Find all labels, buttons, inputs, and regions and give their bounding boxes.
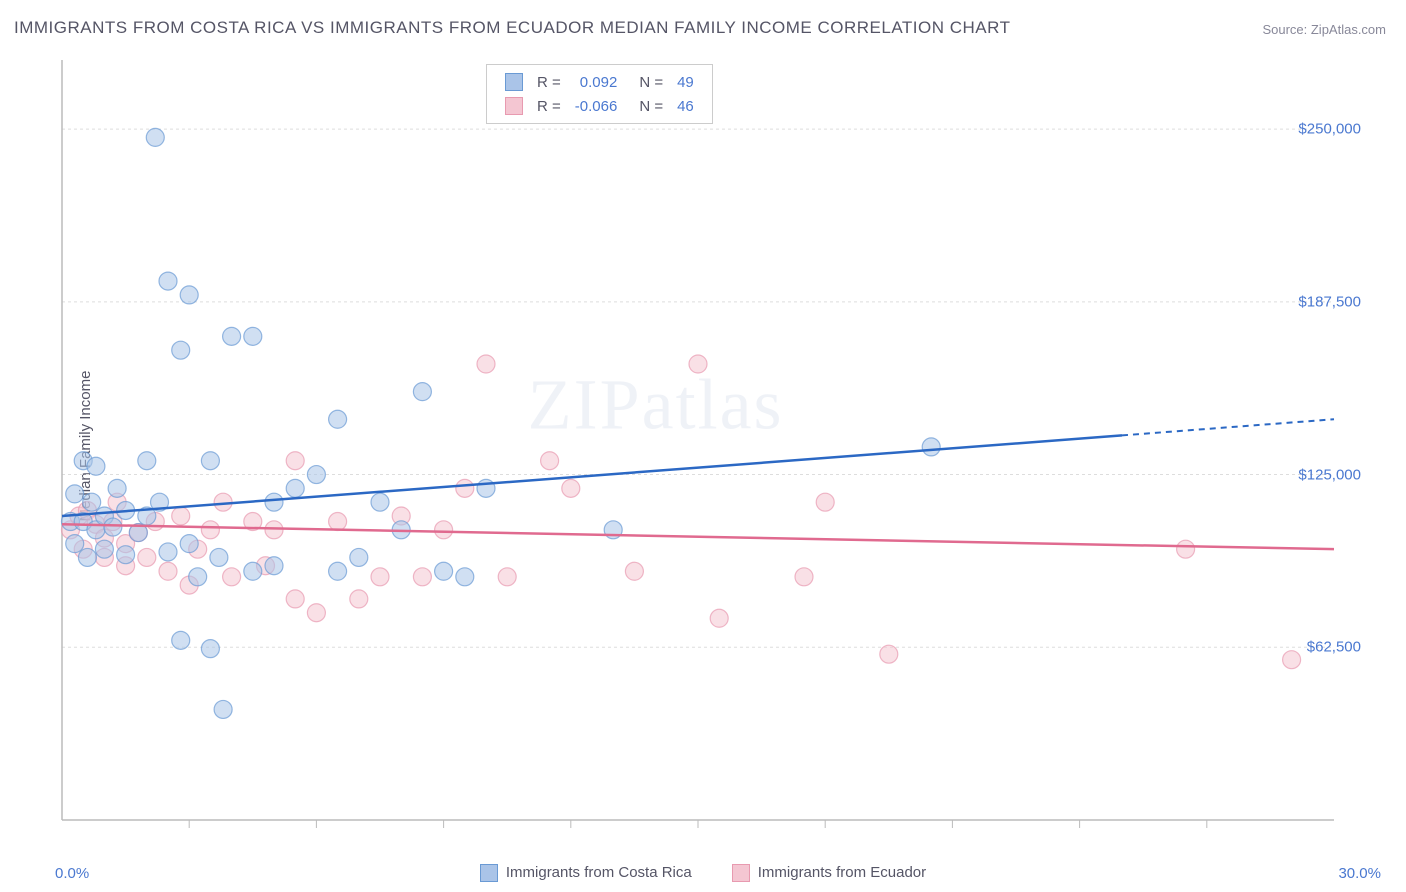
y-tick-label: $187,500 — [1298, 293, 1361, 310]
y-tick-label: $62,500 — [1307, 639, 1361, 656]
stats-r-label: R = — [531, 95, 567, 117]
legend-label: Immigrants from Ecuador — [758, 864, 926, 881]
stats-n-value: 46 — [671, 95, 700, 117]
stats-n-label: N = — [625, 71, 669, 93]
chart-container: IMMIGRANTS FROM COSTA RICA VS IMMIGRANTS… — [0, 0, 1406, 892]
blue-legend-swatch-icon — [480, 864, 498, 882]
legend: Immigrants from Costa Rica Immigrants fro… — [0, 864, 1406, 882]
stats-row: R = 0.092 N = 49 — [499, 71, 700, 93]
source-prefix: Source: — [1262, 22, 1310, 37]
source-attribution: Source: ZipAtlas.com — [1262, 22, 1386, 37]
pink-swatch-icon — [505, 97, 523, 115]
correlation-stats-box: R = 0.092 N = 49 R = -0.066 N = 46 — [486, 64, 713, 124]
stats-n-label: N = — [625, 95, 669, 117]
pink-legend-swatch-icon — [732, 864, 750, 882]
blue-swatch-icon — [505, 73, 523, 91]
stats-n-value: 49 — [671, 71, 700, 93]
chart-title: IMMIGRANTS FROM COSTA RICA VS IMMIGRANTS… — [14, 18, 1011, 38]
chart-area: ZIPatlas R = 0.092 N = 49 R = -0.066 N =… — [50, 60, 1386, 842]
stats-r-value: 0.092 — [569, 71, 624, 93]
legend-item: Immigrants from Ecuador — [732, 864, 926, 882]
y-tick-label: $125,000 — [1298, 466, 1361, 483]
legend-label: Immigrants from Costa Rica — [506, 864, 692, 881]
scatter-chart-svg — [50, 60, 1346, 840]
stats-row: R = -0.066 N = 46 — [499, 95, 700, 117]
y-tick-label: $250,000 — [1298, 121, 1361, 138]
stats-r-value: -0.066 — [569, 95, 624, 117]
stats-r-label: R = — [531, 71, 567, 93]
source-link[interactable]: ZipAtlas.com — [1311, 22, 1386, 37]
legend-item: Immigrants from Costa Rica — [480, 864, 692, 882]
